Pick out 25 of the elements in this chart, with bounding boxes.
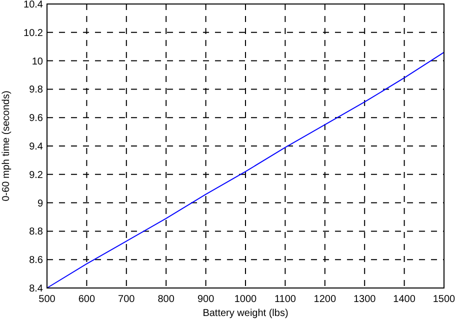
x-tick-label: 800 — [158, 294, 175, 305]
x-tick-label: 1400 — [393, 294, 416, 305]
y-tick-label: 8.8 — [29, 226, 44, 238]
x-tick-label: 1100 — [274, 294, 296, 305]
y-tick-label: 9.4 — [29, 142, 44, 152]
y-tick-label: 9.2 — [29, 170, 44, 181]
x-tick-label: 1500 — [432, 294, 456, 305]
x-tick-label: 1300 — [353, 294, 376, 305]
y-tick-label: 9 — [37, 198, 44, 210]
line-series — [46, 52, 444, 288]
y-tick-label: 10 — [32, 56, 44, 68]
y-tick-label: 8.4 — [29, 284, 44, 294]
y-axis-title: 0-60 mph time (seconds) — [1, 90, 12, 202]
x-tick-label: 1000 — [234, 294, 258, 305]
x-tick-label: 500 — [38, 294, 56, 305]
y-tick-label: 9.6 — [29, 113, 44, 124]
y-tick-label: 9.8 — [29, 84, 44, 96]
x-tick-label: 900 — [197, 294, 215, 305]
y-tick-label: 8.6 — [29, 255, 44, 266]
y-tick-label: 10.4 — [24, 0, 44, 10]
y-tick-label: 10.2 — [24, 28, 44, 39]
x-tick-label: 1200 — [314, 294, 336, 305]
x-tick-label: 700 — [118, 294, 136, 305]
x-axis-title: Battery weight (lbs) — [202, 308, 288, 319]
x-tick-label: 600 — [78, 294, 96, 305]
